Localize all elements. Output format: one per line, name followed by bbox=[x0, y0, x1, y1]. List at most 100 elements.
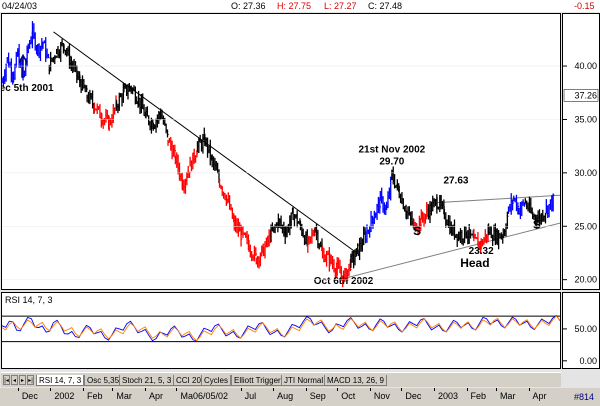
price-segment bbox=[292, 207, 302, 228]
annotation-label: Dec 5th 2001 bbox=[1, 83, 54, 94]
tab-elliott-trigger[interactable]: Elliott Trigger bbox=[231, 375, 284, 386]
annotation-label: 27.63 bbox=[443, 176, 468, 187]
annotation-label: Head bbox=[460, 256, 489, 270]
date-tick bbox=[82, 388, 84, 391]
tab-stochastic[interactable]: Stoch 21, 5, 3 bbox=[119, 375, 175, 386]
date-tick bbox=[466, 388, 468, 391]
price-segment bbox=[31, 21, 38, 55]
price-tick-label: 20.00 bbox=[574, 275, 597, 285]
date-tick bbox=[495, 388, 497, 391]
price-segment bbox=[48, 51, 58, 75]
price-segment bbox=[379, 187, 387, 216]
date-tick-label: Dec bbox=[21, 391, 38, 401]
neckline-trendline bbox=[434, 194, 560, 204]
quote-date: 04/24/03 bbox=[2, 1, 38, 11]
price-segment bbox=[336, 257, 344, 288]
chart-id: #814 bbox=[574, 392, 595, 402]
price-segment bbox=[507, 193, 514, 215]
tab-next-icon[interactable]: ▸ bbox=[19, 375, 26, 385]
price-segment bbox=[123, 83, 132, 100]
price-segment bbox=[458, 226, 468, 246]
date-tick bbox=[112, 388, 114, 391]
price-segment bbox=[350, 243, 359, 269]
price-segment bbox=[391, 166, 400, 192]
annotation-label: 29.70 bbox=[379, 156, 404, 167]
annotation-label: 23.32 bbox=[469, 246, 494, 257]
price-axis-labels: 40.00 35.00 30.00 25.00 20.00 37.26 bbox=[563, 61, 599, 285]
tab-oscillator[interactable]: Osc 5,35 bbox=[84, 375, 123, 386]
date-axis: Dec 2002 Feb Mar Apr Ma06/05/02 Jul Aug Sep Oct No… bbox=[0, 388, 600, 406]
price-segment bbox=[137, 90, 147, 118]
date-tick bbox=[305, 388, 307, 391]
date-tick-label: Apr bbox=[532, 391, 547, 401]
tab-macd[interactable]: MACD 13, 26, 9 bbox=[324, 375, 387, 386]
date-tick bbox=[50, 388, 52, 391]
price-segment bbox=[545, 193, 555, 219]
low-price: L: 27.27 bbox=[324, 1, 357, 11]
indicator-tab-bar: |◂ ◂ ▸ ▸| RSI 14, 7, 3 Osc 5,35 Stoch 21… bbox=[1, 372, 561, 387]
date-tick bbox=[369, 388, 371, 391]
rsi-panel-label: RSI 14, 7, 3 bbox=[5, 295, 53, 305]
tab-jti-normal[interactable]: JTI Normal bbox=[281, 375, 327, 386]
date-tick-label: Dec bbox=[405, 391, 422, 401]
tab-prev-icon[interactable]: ◂ bbox=[11, 375, 18, 385]
price-tick-label: 30.00 bbox=[574, 168, 597, 178]
price-segment bbox=[189, 148, 199, 172]
price-segment bbox=[37, 38, 44, 62]
price-segment bbox=[248, 240, 257, 262]
price-segment bbox=[436, 194, 446, 215]
support-trendline bbox=[343, 222, 560, 280]
price-segment bbox=[502, 211, 509, 238]
date-tick bbox=[240, 388, 242, 391]
last-price-label: 37.26 bbox=[574, 90, 597, 100]
rsi-indicator-panel[interactable]: RSI 14, 7, 3 bbox=[1, 292, 561, 369]
price-segment bbox=[130, 85, 140, 108]
price-segment bbox=[22, 45, 29, 81]
quote-info-bar: 04/24/03 O: 27.36 H: 27.75 L: 27.27 C: 2… bbox=[0, 0, 600, 12]
date-tick-label: Ma06/05/02 bbox=[180, 391, 229, 401]
date-tick bbox=[337, 388, 339, 391]
rsi-series-line bbox=[2, 315, 560, 342]
close-price: C: 27.48 bbox=[368, 1, 403, 11]
date-tick-label: Apr bbox=[148, 391, 163, 401]
tab-last-icon[interactable]: ▸| bbox=[27, 375, 34, 385]
rsi-axis: 50.00 0.00 bbox=[562, 292, 600, 369]
date-tick-label: 2002 bbox=[54, 391, 75, 401]
annotation-label: 21st Nov 2002 bbox=[359, 145, 426, 156]
price-tick-label: 25.00 bbox=[574, 221, 597, 231]
date-tick-label: Mar bbox=[116, 391, 132, 401]
annotation-label: Oct 6th 2002 bbox=[314, 276, 374, 287]
price-segment bbox=[42, 37, 50, 62]
date-tick-label: Sep bbox=[309, 391, 326, 401]
rsi-chart bbox=[2, 314, 560, 343]
high-price: H: 27.75 bbox=[277, 1, 312, 11]
date-tick bbox=[17, 388, 19, 391]
date-tick bbox=[176, 388, 178, 391]
open-price: O: 27.36 bbox=[231, 1, 266, 11]
tab-cci[interactable]: CCI 20 bbox=[173, 375, 204, 386]
tab-cycles[interactable]: Cycles bbox=[201, 375, 232, 386]
price-segment bbox=[513, 194, 520, 215]
rsi-axis-labels: 50.00 0.00 bbox=[563, 324, 597, 366]
price-segment bbox=[413, 215, 422, 236]
rsi-tick-label: 0.00 bbox=[579, 356, 597, 366]
date-tick-label: Nov bbox=[373, 391, 390, 401]
date-tick-label: Oct bbox=[341, 391, 356, 401]
price-segment bbox=[539, 209, 547, 225]
tab-rsi[interactable]: RSI 14, 7, 3 bbox=[36, 375, 85, 386]
tab-first-icon[interactable]: |◂ bbox=[3, 375, 10, 385]
price-segment bbox=[524, 196, 534, 215]
price-segment bbox=[160, 108, 169, 138]
date-tick bbox=[433, 388, 435, 391]
date-tick-label: Jul bbox=[244, 391, 257, 401]
price-segment bbox=[372, 196, 381, 229]
annotation-label: S bbox=[533, 217, 541, 231]
price-segment bbox=[167, 136, 177, 160]
price-tick-label: 40.00 bbox=[574, 61, 597, 71]
date-tick bbox=[401, 388, 403, 391]
date-tick-label: Feb bbox=[86, 391, 103, 401]
price-segment bbox=[518, 199, 526, 220]
date-tick bbox=[273, 388, 275, 391]
